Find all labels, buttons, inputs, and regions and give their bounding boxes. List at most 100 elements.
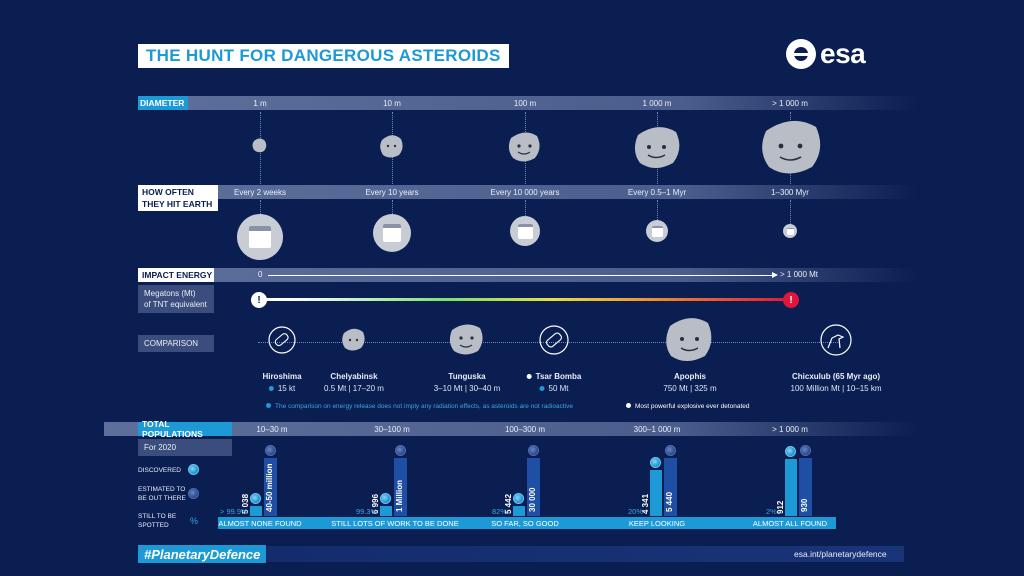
page-title-text: THE HUNT FOR DANGEROUS ASTEROIDS [146,46,501,65]
globe-icon-estimated-4 [665,445,676,456]
asteroid-icon-100m [508,132,540,162]
comparison-name-apophis: Apophis [674,372,706,381]
globe-icon-estimated [188,488,199,499]
dinosaur-icon-chicxulub [820,324,852,356]
asteroid-icon-apophis [666,318,712,361]
bar-estimated-2 [394,458,407,516]
comparison-value-apophis: 750 Mt | 325 m [663,384,717,393]
bar-estimated-3 [527,458,540,516]
globe-icon-discovered-5 [785,446,796,457]
value-percent-2: 99.3% [356,507,378,516]
hashtag[interactable]: #PlanetaryDefence [138,545,267,563]
energy-arrow-line [268,275,774,276]
bar-discovered-1 [250,506,262,516]
comparison-name-tunguska: Tunguska [448,372,486,381]
status-bar [218,517,836,529]
population-range-3: 100–300 m [504,425,546,434]
calendar-icon-1myr [646,220,668,242]
globe-icon-discovered-3 [513,493,524,504]
comparison-label: COMPARISON [138,335,214,352]
comparison-name-hiroshima: Hiroshima [262,372,302,381]
comparison-value-tsar-bomba: 50 Mt [539,384,569,393]
diameter-band [138,96,918,110]
comparison-name-chicxulub: Chicxulub (65 Myr ago) [791,372,881,381]
footer-url[interactable]: esa.int/planetarydefence [794,549,887,559]
status-text-4: KEEP LOOKING [628,519,686,528]
comparison-name-tsar-bomba: Tsar Bomba [526,372,581,381]
bar-discovered-3 [513,506,525,516]
bar-estimated-1 [264,458,277,516]
asteroid-icon-10m [380,135,403,158]
comparison-value-chicxulub: 100 Million Mt | 10–15 km [790,384,882,393]
comparison-value-tunguska: 3–10 Mt | 30–40 m [433,384,501,393]
warning-icon-high: ! [783,292,799,308]
calendar-icon-10000years [510,216,540,246]
population-range-5: > 1 000 m [772,425,808,434]
value-estimated-5: 930 [800,498,809,512]
globe-icon-discovered [188,464,199,475]
explosive-marker-icon [526,374,532,379]
frequency-label: HOW OFTEN THEY HIT EARTH [138,185,218,211]
value-estimated-1: 40-50 million [265,463,274,512]
status-text-1: ALMOST NONE FOUND [218,519,302,528]
globe-icon-estimated-5 [800,445,811,456]
value-percent-4: 20% [628,507,644,516]
diameter-tick-3: 100 m [513,99,537,108]
globe-icon-discovered-2 [380,493,391,504]
frequency-tick-2: Every 10 years [365,188,419,197]
hashtag-text: #PlanetaryDefence [144,546,261,562]
energy-label: IMPACT ENERGY [138,268,214,282]
value-percent-3: 82% [492,507,508,516]
legend-still-to-spot: STILL TO BE SPOTTED [138,513,177,529]
status-text-2: STILL LOTS OF WORK TO BE DONE [331,519,459,528]
esa-logo: esa [786,36,886,72]
bar-discovered-4 [650,470,662,516]
bar-discovered-5 [785,459,797,516]
radiation-marker-icon [539,386,545,391]
comparison-value-hiroshima: 15 kt [268,384,295,393]
bomb-icon-tsar-bomba [539,325,569,355]
population-range-1: 10–30 m [256,425,288,434]
frequency-tick-1: Every 2 weeks [233,188,287,197]
diameter-tick-5: > 1 000 m [772,99,808,108]
status-text-3: SO FAR, SO GOOD [491,519,559,528]
diameter-tick-2: 10 m [383,99,401,108]
energy-gradient-bar [262,298,790,301]
diameter-tick-4: 1 000 m [642,99,672,108]
energy-start: 0 [258,270,263,279]
value-estimated-3: 30 000 [528,487,537,512]
page-title: THE HUNT FOR DANGEROUS ASTEROIDS [138,44,509,68]
comparison-note-explosive: Most powerful explosive ever detonated [626,403,750,410]
populations-year: For 2020 [138,439,232,456]
calendar-icon-2weeks [237,214,283,260]
energy-unit-box: Megatons (Mt) of TNT equivalent [138,285,214,313]
footer-band [264,546,904,562]
value-percent-5: 2% [766,507,777,516]
legend-percent: % [190,516,199,526]
bar-estimated-4 [664,458,677,516]
frequency-tick-5: 1–300 Myr [771,188,809,197]
asteroid-icon-1000m [634,127,680,168]
asteroid-icon-1m [252,138,267,153]
globe-icon-estimated-3 [528,445,539,456]
energy-arrow-head [772,272,778,278]
legend-estimated: ESTIMATED TO BE OUT THERE [138,486,186,502]
status-text-5: ALMOST ALL FOUND [752,519,828,528]
radiation-marker-icon [268,386,274,391]
esa-logo-text: esa [820,38,866,69]
comparison-name-chelyabinsk: Chelyabinsk [330,372,378,381]
legend-discovered: DISCOVERED [138,467,181,474]
value-estimated-4: 5 440 [665,491,674,512]
frequency-tick-3: Every 10 000 years [490,188,560,197]
globe-icon-estimated-2 [395,445,406,456]
population-range-2: 30–100 m [374,425,410,434]
frequency-tick-4: Every 0.5–1 Myr [627,188,687,197]
populations-label: TOTAL POPULATIONS [138,419,232,439]
warning-icon-low: ! [251,292,267,308]
globe-icon-discovered-4 [650,457,661,468]
diameter-tick-1: 1 m [253,99,267,108]
esa-logo-icon [786,39,816,69]
bar-discovered-2 [380,506,392,516]
